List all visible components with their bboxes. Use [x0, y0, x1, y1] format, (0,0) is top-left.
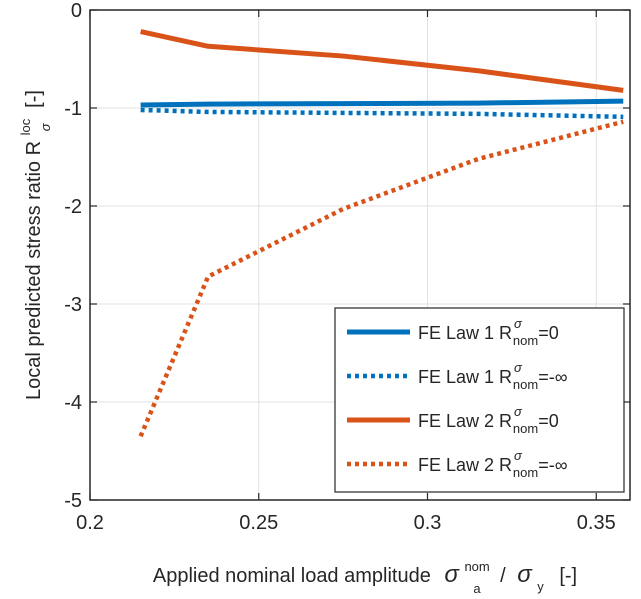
y-axis-label: Local predicted stress ratio R loc σ [-]: [13, 90, 55, 400]
tick-labels: 0.2 0.25 0.3 0.35 -5 -4 -3 -2 -1 0: [64, 0, 616, 534]
y-tick-label: -5: [64, 490, 82, 512]
series-line-4: [138, 119, 624, 438]
series-line-1: [140, 98, 624, 108]
y-tick-label: -3: [64, 294, 82, 316]
x-tick-label: 0.25: [239, 512, 278, 534]
plot-frame: [89, 9, 631, 501]
series-line-2: [140, 107, 624, 120]
y-tick-label: -1: [64, 98, 82, 120]
x-tick-label: 0.2: [76, 512, 104, 534]
y-tick-label: -2: [64, 196, 82, 218]
series-lines: [138, 29, 624, 438]
x-tick-label: 0.3: [414, 512, 442, 534]
x-tick-label: 0.35: [577, 512, 616, 534]
y-tick-label: -4: [64, 392, 82, 414]
y-tick-label: 0: [71, 0, 82, 22]
legend-box: [334, 307, 625, 493]
series-line-3: [140, 29, 624, 93]
x-axis-label: Applied nominal load amplitude σ nom a /…: [153, 554, 577, 598]
